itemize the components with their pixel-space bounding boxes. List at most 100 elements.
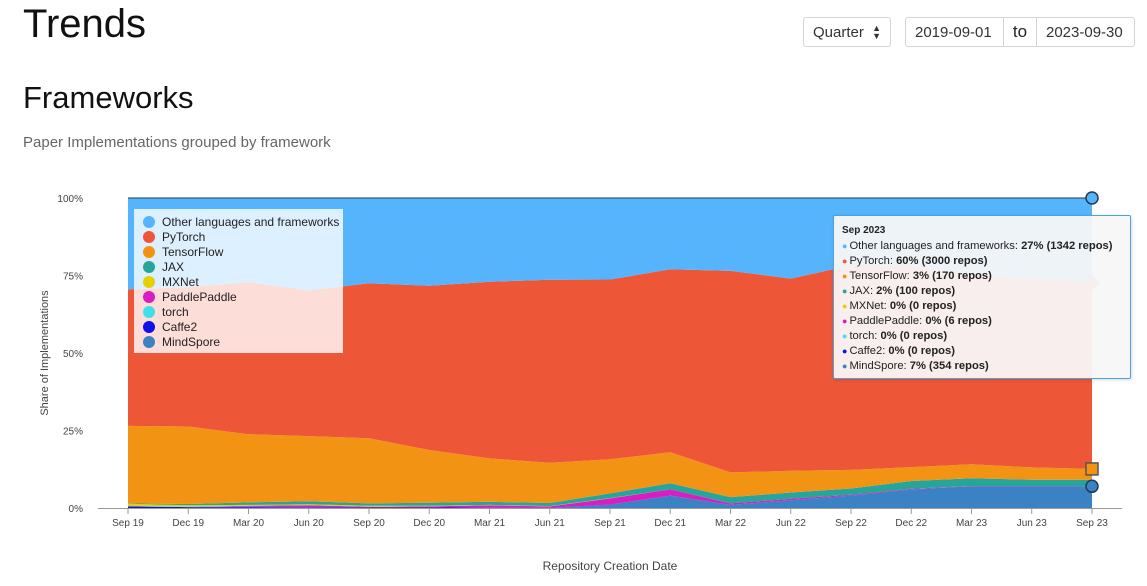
legend-label: Caffe2	[162, 319, 198, 334]
x-tick-label: Mar 22	[715, 518, 747, 529]
legend-dot-icon	[143, 230, 155, 243]
end-date-input[interactable]: 2023-09-30	[1036, 17, 1135, 47]
legend-label: JAX	[162, 259, 185, 274]
area-mindspore[interactable]	[128, 486, 1092, 508]
legend-item-tensorflow[interactable]: TensorFlow	[143, 244, 343, 259]
legend-item-other-languages-and-frameworks[interactable]: Other languages and frameworks	[143, 214, 343, 229]
y-tick-label: 50%	[63, 349, 83, 360]
period-select[interactable]: Quarter ▲ ▼	[803, 17, 891, 47]
legend-label: PaddlePaddle	[162, 289, 237, 304]
marker-other-languages[interactable]	[1085, 191, 1099, 205]
tooltip-dot-icon: ●	[842, 271, 848, 281]
y-tick-label: 75%	[63, 272, 83, 283]
tooltip-dot-icon: ●	[842, 256, 848, 266]
x-tick-label: Mar 20	[233, 518, 265, 529]
legend-dot-icon	[143, 335, 155, 348]
x-tick-label: Dec 22	[895, 518, 927, 529]
tooltip-dot-icon: ●	[842, 361, 848, 371]
tooltip-row-label: JAX:	[849, 285, 877, 297]
x-tick-label: Dec 21	[654, 518, 686, 529]
tooltip-dot-icon: ●	[842, 241, 848, 251]
start-date-input[interactable]: 2019-09-01	[905, 17, 1004, 47]
x-tick-label: Sep 21	[594, 518, 626, 529]
legend-item-mxnet[interactable]: MXNet	[143, 274, 343, 289]
x-tick-label: Dec 20	[413, 518, 445, 529]
tooltip-row: ● Other languages and frameworks: 27% (13…	[842, 239, 1130, 254]
legend-dot-icon	[143, 260, 155, 273]
legend-item-paddlepaddle[interactable]: PaddlePaddle	[143, 289, 343, 304]
tooltip-row-value: 0% (0 repos)	[888, 345, 955, 357]
x-tick-label: Jun 20	[294, 518, 324, 529]
tooltip-row-value: 2% (100 repos)	[876, 285, 956, 297]
x-tick-label: Sep 22	[835, 518, 867, 529]
tooltip-row-label: TensorFlow:	[849, 270, 913, 282]
x-tick-label: Jun 22	[776, 518, 806, 529]
legend-item-torch[interactable]: torch	[143, 304, 343, 319]
tooltip-row: ● PyTorch: 60% (3000 repos)	[842, 254, 1130, 269]
y-tick-label: 100%	[57, 194, 83, 205]
tooltip-title: Sep 2023	[842, 225, 886, 236]
period-select-value: Quarter	[813, 23, 864, 41]
legend-item-pytorch[interactable]: PyTorch	[143, 229, 343, 244]
x-tick-label: Sep 23	[1076, 518, 1108, 529]
tooltip-dot-icon: ●	[842, 286, 848, 296]
area-paddlepaddle[interactable]	[128, 486, 1092, 508]
y-tick-label: 25%	[63, 427, 83, 438]
tooltip-row-value: 27% (1342 repos)	[1021, 240, 1113, 252]
tooltip-row: ● MXNet: 0% (0 repos)	[842, 299, 1130, 314]
tooltip-row-value: 3% (170 repos)	[912, 270, 992, 282]
page-title: Trends	[23, 2, 147, 46]
tooltip-row-label: MindSpore:	[849, 360, 910, 372]
sort-arrows-icon: ▲ ▼	[872, 23, 881, 41]
legend-item-jax[interactable]: JAX	[143, 259, 343, 274]
legend-label: PyTorch	[162, 229, 206, 244]
legend-label: TensorFlow	[162, 244, 224, 259]
x-axis-title: Repository Creation Date	[543, 559, 678, 573]
legend-dot-icon	[143, 290, 155, 303]
legend-dot-icon	[143, 305, 155, 318]
tooltip-row-label: PyTorch:	[849, 255, 897, 267]
chart-tooltip: Sep 2023 ● Other languages and frameworks…	[833, 215, 1131, 379]
area-jax[interactable]	[128, 478, 1092, 507]
tooltip-row-label: Other languages and frameworks:	[849, 240, 1022, 252]
date-range-separator: to	[1004, 17, 1036, 47]
x-tick-label: Jun 23	[1017, 518, 1047, 529]
x-tick-label: Sep 20	[353, 518, 385, 529]
legend-label: MindSpore	[162, 334, 221, 349]
legend-dot-icon	[143, 215, 155, 228]
tooltip-row: ● TensorFlow: 3% (170 repos)	[842, 269, 1130, 284]
legend-label: Other languages and frameworks	[162, 214, 340, 229]
x-tick-label: Mar 23	[956, 518, 988, 529]
y-axis-title: Share of Implementations	[39, 290, 51, 416]
area-tensorflow[interactable]	[128, 425, 1092, 504]
marker-mindspore[interactable]	[1085, 479, 1099, 494]
tooltip-row: ● Caffe2: 0% (0 repos)	[842, 344, 1130, 359]
tooltip-row: ● MindSpore: 7% (354 repos)	[842, 359, 1130, 374]
tooltip-row: ● torch: 0% (0 repos)	[842, 329, 1130, 344]
tooltip-row-value: 60% (3000 repos)	[896, 255, 988, 267]
section-subtitle: Paper Implementations grouped by framewo…	[23, 134, 331, 151]
legend-item-caffe2[interactable]: Caffe2	[143, 319, 343, 334]
tooltip-row-value: 0% (0 repos)	[880, 330, 948, 342]
legend-item-mindspore[interactable]: MindSpore	[143, 334, 343, 349]
x-tick-label: Jun 21	[535, 518, 565, 529]
legend-label: MXNet	[162, 274, 199, 289]
x-tick-label: Dec 19	[172, 518, 204, 529]
tooltip-row-label: torch:	[849, 330, 881, 342]
x-tick-label: Mar 21	[474, 518, 506, 529]
tooltip-dot-icon: ●	[842, 331, 848, 341]
y-tick-label: 0%	[69, 504, 84, 515]
tooltip-dot-icon: ●	[842, 316, 848, 326]
tooltip-row-value: 0% (6 repos)	[925, 315, 992, 327]
tooltip-row-label: Caffe2:	[849, 345, 889, 357]
tooltip-dot-icon: ●	[842, 346, 848, 356]
tooltip-row-value: 0% (0 repos)	[889, 300, 957, 312]
section-title: Frameworks	[23, 80, 194, 115]
x-tick-label: Sep 19	[112, 518, 144, 529]
marker-tensorflow[interactable]	[1085, 462, 1099, 476]
tooltip-dot-icon: ●	[842, 301, 848, 311]
tooltip-row: ● JAX: 2% (100 repos)	[842, 284, 1130, 299]
tooltip-row: ● PaddlePaddle: 0% (6 repos)	[842, 314, 1130, 329]
tooltip-row-label: PaddlePaddle:	[849, 315, 926, 327]
tooltip-row-label: MXNet:	[849, 300, 890, 312]
